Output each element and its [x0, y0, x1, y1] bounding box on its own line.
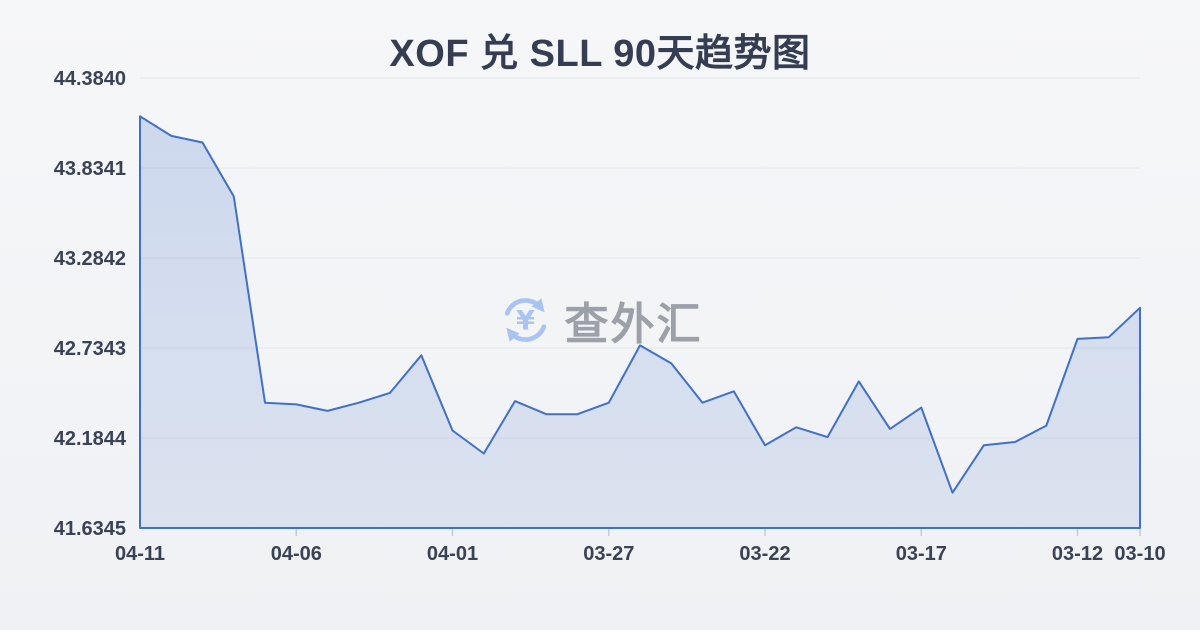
chart-title: XOF 兑 SLL 90天趋势图: [389, 33, 811, 75]
x-axis-label: 04-11: [115, 543, 165, 565]
y-axis-label: 42.7343: [54, 338, 126, 360]
trend-area: [139, 115, 1141, 529]
x-axis-label: 04-01: [427, 543, 478, 565]
watermark: ¥ 查外汇: [498, 288, 703, 352]
x-axis-label: 03-27: [583, 543, 634, 565]
y-axis-label: 44.3840: [54, 68, 126, 90]
x-axis-label: 04-06: [271, 543, 322, 565]
y-axis-label: 42.1844: [54, 428, 127, 450]
brand-text: 查外汇: [564, 300, 703, 349]
x-axis-label: 03-17: [896, 543, 947, 565]
currency-exchange-icon: ¥: [504, 298, 547, 342]
y-axis-label: 43.8341: [54, 158, 126, 180]
yen-symbol: ¥: [516, 305, 535, 336]
y-axis-label: 41.6345: [54, 518, 126, 540]
x-axis-label: 03-22: [739, 543, 790, 565]
x-axis-label: 03-12: [1052, 543, 1103, 565]
x-axis-label: 03-10: [1114, 543, 1165, 565]
y-axis-label: 43.2842: [54, 248, 126, 270]
